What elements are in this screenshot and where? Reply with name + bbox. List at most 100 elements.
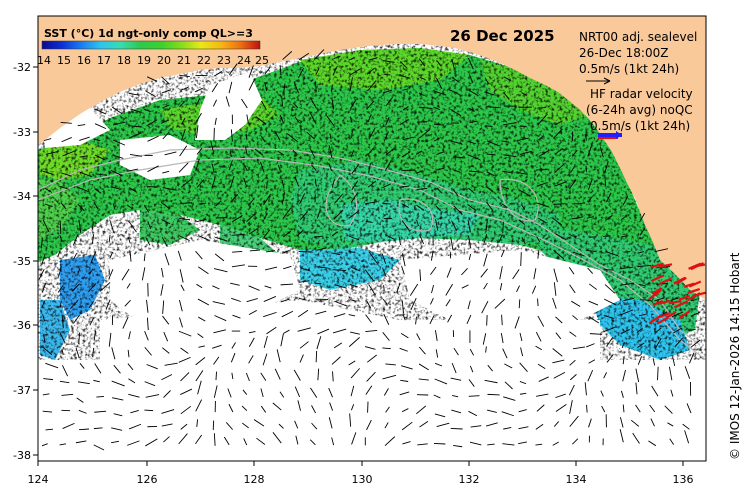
current-vector [621,235,628,238]
current-vector [399,74,411,79]
current-vector [470,425,482,428]
current-vector [109,251,114,259]
current-vector [127,349,130,358]
current-vector [161,237,168,247]
current-vector [333,313,346,318]
current-vector [195,356,206,366]
current-vector [419,106,433,110]
current-vector [180,284,185,291]
current-vector [453,156,464,159]
current-vector [435,349,439,358]
current-vector [180,405,192,415]
current-vector [350,192,359,203]
current-vector [485,186,494,193]
current-vector [260,161,265,173]
current-vector [469,120,478,124]
current-vector [75,440,87,444]
current-vector [639,227,646,236]
current-vector [179,101,185,108]
hf-vector [648,289,662,301]
current-vector [500,250,505,258]
current-vector [383,285,385,292]
current-vector [536,404,545,412]
current-vector [298,280,310,283]
current-vector [299,354,304,363]
current-vector [486,106,500,109]
current-vector [310,97,317,109]
current-vector [309,439,316,446]
current-vector [112,154,124,159]
current-vector [451,409,462,414]
current-vector [112,203,116,210]
current-vector [181,128,186,141]
current-vector [469,441,482,446]
current-vector [365,330,378,333]
current-vector [281,192,286,205]
current-vector [62,365,69,377]
current-vector [483,234,488,244]
current-vector [436,422,450,427]
current-vector [245,133,248,141]
current-vector [552,217,563,226]
current-vector [315,310,327,315]
current-vector [587,369,594,382]
current-vector [198,202,207,205]
current-vector [241,405,248,411]
current-vector [232,250,243,253]
current-vector [178,356,191,363]
current-vector [42,314,45,322]
current-vector [248,65,254,78]
current-vector [41,282,47,293]
current-vector [161,374,173,381]
current-vector [40,237,43,249]
current-vector [62,422,75,429]
current-vector [212,301,226,305]
current-vector [418,363,429,371]
current-vector [180,423,188,430]
current-vector [162,187,177,191]
current-vector [553,421,560,427]
current-vector [45,203,53,208]
current-vector [306,131,315,140]
current-vector [177,250,182,261]
current-vector [333,342,343,349]
current-vector [418,93,425,97]
current-vector [79,428,90,431]
current-vector [366,300,372,309]
lat-tick-label: -36 [13,319,31,332]
current-vector [94,363,102,374]
current-vector [367,180,377,188]
current-vector [94,188,102,194]
current-vector [349,413,352,427]
current-vector [196,283,203,289]
current-vector [276,349,281,363]
current-vector [181,117,186,125]
current-vector [452,394,459,398]
current-vector [620,329,631,334]
current-vector [572,346,586,350]
hf-scale: 0.5m/s (1kt 24h) [590,119,690,133]
current-vector [162,131,170,140]
current-vector [196,218,207,223]
current-vector [599,146,604,158]
current-vector [585,165,587,172]
current-vector [111,347,116,360]
current-vector [196,179,205,188]
current-vector [569,415,579,427]
current-vector [180,86,189,91]
current-vector [688,328,696,332]
current-vector [314,81,317,93]
current-vector [452,77,460,83]
current-vector [485,219,488,233]
current-vector [501,411,514,417]
current-vector [180,372,190,382]
current-vector [61,314,64,328]
current-vector [589,333,603,335]
current-vector [160,201,170,209]
current-vector [297,400,301,411]
current-vector [281,179,285,189]
current-vector [366,67,375,75]
current-vector [243,438,248,446]
current-vector [96,396,104,398]
current-vector [365,385,373,395]
